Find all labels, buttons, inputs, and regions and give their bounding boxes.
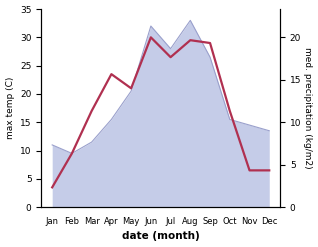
X-axis label: date (month): date (month) [122, 231, 200, 242]
Y-axis label: max temp (C): max temp (C) [5, 77, 15, 139]
Y-axis label: med. precipitation (kg/m2): med. precipitation (kg/m2) [303, 47, 313, 169]
